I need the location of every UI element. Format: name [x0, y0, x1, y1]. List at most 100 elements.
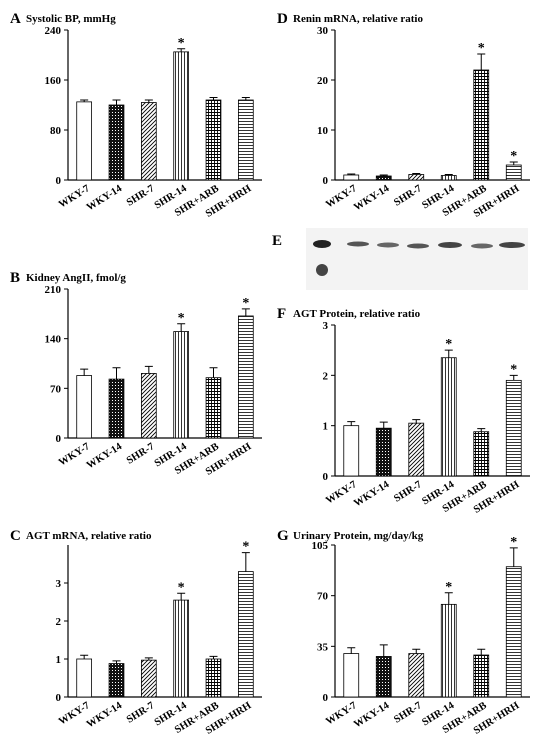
error-bar	[177, 592, 186, 601]
bar	[205, 658, 222, 698]
error-bar	[444, 592, 453, 605]
panel-letter: B	[10, 270, 20, 286]
y-tick-label: 240	[45, 25, 62, 37]
western-blot: E	[272, 228, 528, 290]
error-bar	[347, 421, 356, 426]
x-tick-label: SHR-7	[125, 441, 157, 466]
error-bar	[509, 374, 518, 381]
error-bar	[209, 655, 218, 659]
bar	[140, 659, 157, 698]
error-bar	[477, 648, 486, 656]
bar	[108, 663, 125, 698]
bar	[76, 101, 93, 181]
significance-marker: *	[510, 362, 517, 377]
error-bar	[112, 367, 121, 380]
bar	[375, 175, 392, 181]
blot-band	[347, 241, 369, 247]
y-tick-label: 0	[323, 692, 329, 704]
y-tick-label: 70	[317, 591, 329, 603]
bar	[473, 654, 490, 698]
bar	[408, 422, 425, 477]
significance-marker: *	[478, 41, 485, 56]
bar	[440, 175, 457, 181]
error-bar	[347, 647, 356, 654]
bar	[237, 571, 254, 698]
error-bar	[112, 660, 121, 664]
blot-band	[313, 240, 331, 248]
x-tick-label: SHR-7	[125, 183, 157, 208]
chart-title: Systolic BP, mmHg	[26, 13, 116, 25]
error-bar	[80, 99, 89, 102]
bar	[205, 377, 222, 439]
bar	[237, 99, 254, 181]
y-tick-label: 70	[50, 383, 62, 395]
bar	[473, 69, 490, 181]
x-tick-label: WKY-14	[85, 441, 125, 472]
y-tick-label: 0	[323, 471, 329, 483]
bar-chart: B Kidney AngII, fmol/g070140210WKY-7WKY-1…	[10, 270, 262, 478]
y-tick-label: 210	[45, 284, 62, 296]
x-tick-label: WKY-14	[352, 479, 392, 510]
significance-marker: *	[510, 149, 517, 164]
y-tick-label: 35	[317, 641, 329, 653]
y-tick-label: 1	[323, 421, 329, 433]
y-tick-label: 3	[323, 320, 329, 332]
error-bar	[444, 174, 453, 176]
chart-title: AGT mRNA, relative ratio	[26, 530, 152, 542]
error-bar	[209, 97, 218, 100]
blot-band	[316, 264, 328, 276]
y-tick-label: 80	[50, 125, 62, 137]
bar	[140, 102, 157, 181]
x-tick-label: WKY-14	[352, 183, 392, 214]
bar	[108, 104, 125, 181]
error-bar	[444, 349, 453, 358]
chart-title: Urinary Protein, mg/day/kg	[293, 530, 424, 542]
significance-marker: *	[178, 580, 185, 595]
panel-letter: A	[10, 11, 21, 27]
y-tick-label: 160	[45, 75, 62, 87]
x-tick-label: WKY-14	[85, 700, 125, 731]
bar	[505, 379, 522, 477]
error-bar	[177, 48, 186, 52]
error-bar	[241, 97, 250, 100]
error-bar	[144, 99, 153, 103]
significance-marker: *	[242, 540, 249, 555]
bar	[343, 425, 360, 477]
bar	[76, 658, 93, 698]
y-tick-label: 3	[56, 578, 62, 590]
error-bar	[412, 648, 421, 654]
blot-band	[438, 242, 462, 248]
x-tick-label: SHR-7	[392, 183, 424, 208]
error-bar	[144, 365, 153, 374]
y-tick-label: 0	[56, 433, 62, 445]
error-bar	[241, 308, 250, 316]
error-bar	[241, 552, 250, 572]
error-bar	[80, 368, 89, 376]
y-tick-label: 20	[317, 75, 329, 87]
error-bar	[379, 644, 388, 657]
bar	[173, 599, 190, 698]
blot-band	[407, 243, 429, 249]
x-tick-label: WKY-14	[85, 183, 125, 214]
error-bar	[209, 367, 218, 378]
bar	[408, 653, 425, 698]
significance-marker: *	[510, 535, 517, 550]
bar	[440, 357, 457, 477]
x-tick-label: SHR-7	[392, 700, 424, 725]
bar	[140, 373, 157, 439]
error-bar	[379, 174, 388, 176]
panel-letter: E	[272, 233, 282, 249]
bar	[343, 653, 360, 698]
y-tick-label: 0	[56, 175, 62, 187]
bar	[237, 315, 254, 439]
y-tick-label: 140	[45, 334, 62, 346]
error-bar	[80, 654, 89, 659]
bar	[76, 375, 93, 439]
panel-letter: D	[277, 11, 288, 27]
error-bar	[509, 547, 518, 567]
bar	[343, 174, 360, 181]
bar	[408, 174, 425, 181]
error-bar	[347, 173, 356, 175]
y-tick-label: 0	[56, 692, 62, 704]
